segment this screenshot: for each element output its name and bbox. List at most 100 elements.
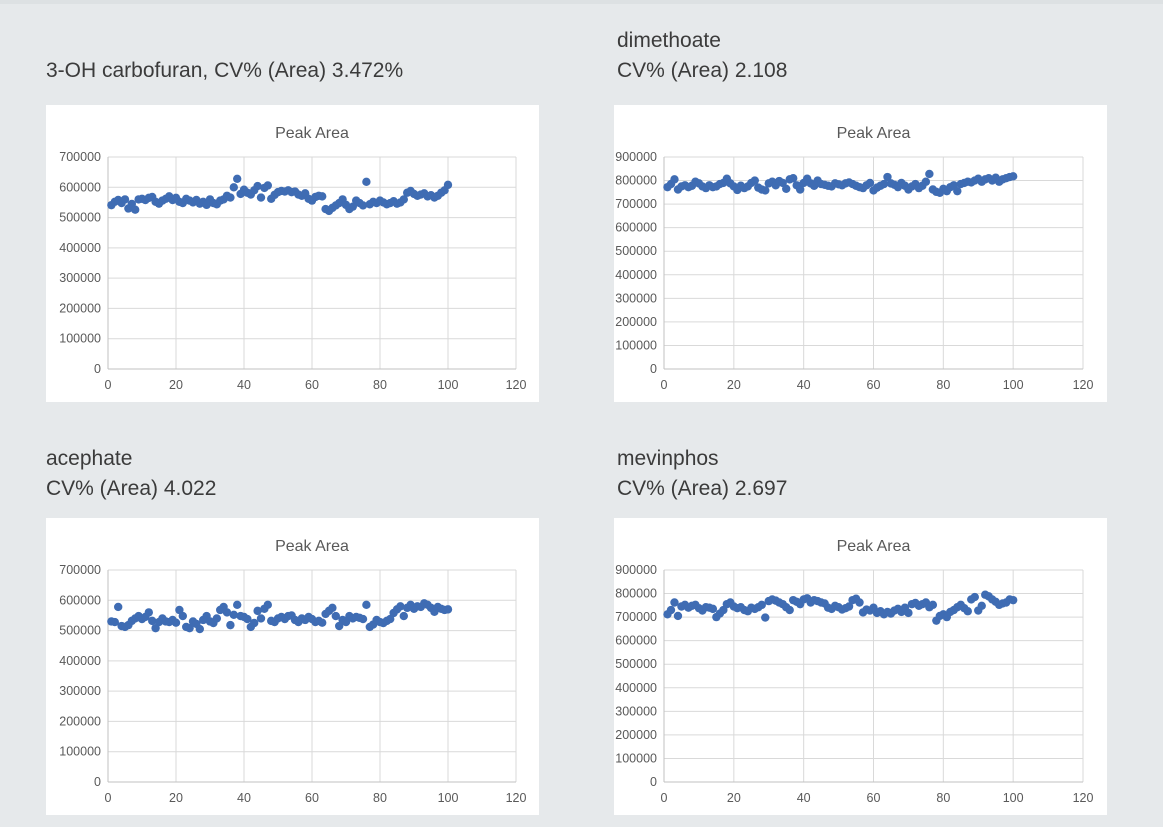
chart-header-line: acephate — [46, 447, 133, 470]
svg-text:40: 40 — [237, 378, 251, 392]
axis-tick-labels: 0 100000 200000 300000 400000 500000 600000 700… — [615, 150, 1093, 392]
svg-text:300000: 300000 — [615, 704, 657, 718]
scatter-chart-mevinphos: 0 100000 200000 300000 400000 500000 600000 700… — [615, 538, 1093, 805]
svg-text:200000: 200000 — [59, 714, 101, 728]
axis-tick-labels: 0 100000 200000 300000 400000 500000 600000 700… — [59, 563, 526, 805]
gridlines — [108, 569, 517, 783]
svg-text:100000: 100000 — [615, 751, 657, 765]
svg-text:400000: 400000 — [59, 654, 101, 668]
chart-header-dimethoate: dimethoate CV% (Area) 2.108 — [617, 26, 787, 86]
svg-text:60: 60 — [305, 378, 319, 392]
svg-text:600000: 600000 — [59, 180, 101, 194]
svg-text:500000: 500000 — [59, 211, 101, 225]
chart-header-3oh-carbofuran: 3-OH carbofuran, CV% (Area) 3.472% — [46, 56, 403, 86]
svg-text:700000: 700000 — [615, 197, 657, 211]
chart-panel-3oh-carbofuran: 0 100000 200000 300000 400000 500000 600000 700… — [46, 105, 539, 402]
chart-panel-acephate: 0 100000 200000 300000 400000 500000 600000 700… — [46, 518, 539, 815]
svg-text:100000: 100000 — [615, 338, 657, 352]
axis-tick-labels: 0 100000 200000 300000 400000 500000 600000 700… — [59, 150, 526, 392]
chart-title: Peak Area — [275, 125, 349, 142]
axis-lines — [107, 570, 516, 783]
svg-text:80: 80 — [936, 378, 950, 392]
svg-text:20: 20 — [727, 378, 741, 392]
axis-lines — [663, 570, 1083, 783]
svg-text:700000: 700000 — [59, 150, 101, 164]
chart-title: Peak Area — [837, 125, 911, 142]
chart-panel-mevinphos: 0 100000 200000 300000 400000 500000 600000 700… — [614, 518, 1107, 815]
data-points — [663, 169, 1018, 198]
svg-text:200000: 200000 — [615, 315, 657, 329]
svg-text:500000: 500000 — [59, 624, 101, 638]
svg-text:600000: 600000 — [615, 634, 657, 648]
axis-tick-labels: 0 100000 200000 300000 400000 500000 600000 700… — [615, 563, 1093, 805]
svg-text:400000: 400000 — [615, 681, 657, 695]
svg-text:500000: 500000 — [615, 657, 657, 671]
svg-text:80: 80 — [373, 378, 387, 392]
svg-text:200000: 200000 — [615, 728, 657, 742]
svg-text:800000: 800000 — [615, 587, 657, 601]
svg-text:500000: 500000 — [615, 244, 657, 258]
svg-text:400000: 400000 — [59, 241, 101, 255]
svg-text:20: 20 — [169, 791, 183, 805]
data-points — [107, 174, 453, 216]
gridlines — [108, 156, 517, 370]
svg-text:300000: 300000 — [59, 684, 101, 698]
data-points — [663, 590, 1018, 625]
svg-text:600000: 600000 — [59, 593, 101, 607]
chart-header-line: dimethoate — [617, 29, 721, 52]
scatter-chart-3oh-carbofuran: 0 100000 200000 300000 400000 500000 600000 700… — [59, 125, 526, 392]
svg-text:900000: 900000 — [615, 563, 657, 577]
svg-text:40: 40 — [797, 791, 811, 805]
svg-text:100000: 100000 — [59, 332, 101, 346]
data-points — [107, 599, 453, 634]
svg-text:120: 120 — [1073, 378, 1094, 392]
svg-text:0: 0 — [105, 791, 112, 805]
svg-text:0: 0 — [650, 775, 657, 789]
svg-text:0: 0 — [661, 791, 668, 805]
svg-text:60: 60 — [305, 791, 319, 805]
svg-text:80: 80 — [373, 791, 387, 805]
svg-text:100: 100 — [438, 378, 459, 392]
svg-text:80: 80 — [936, 791, 950, 805]
chart-header-mevinphos: mevinphos CV% (Area) 2.697 — [617, 444, 787, 504]
svg-text:60: 60 — [867, 378, 881, 392]
chart-header-line: CV% (Area) 4.022 — [46, 477, 217, 500]
chart-title: Peak Area — [837, 538, 911, 555]
svg-text:300000: 300000 — [59, 271, 101, 285]
svg-text:400000: 400000 — [615, 268, 657, 282]
svg-text:20: 20 — [169, 378, 183, 392]
top-edge-divider — [0, 0, 1163, 4]
chart-header-line: mevinphos — [617, 447, 719, 470]
chart-title: Peak Area — [275, 538, 349, 555]
scatter-chart-acephate: 0 100000 200000 300000 400000 500000 600000 700… — [59, 538, 526, 805]
svg-text:60: 60 — [867, 791, 881, 805]
svg-text:100: 100 — [438, 791, 459, 805]
svg-text:100: 100 — [1003, 378, 1024, 392]
svg-text:0: 0 — [661, 378, 668, 392]
svg-text:900000: 900000 — [615, 150, 657, 164]
svg-text:700000: 700000 — [615, 610, 657, 624]
svg-text:600000: 600000 — [615, 221, 657, 235]
chart-header-line: 3-OH carbofuran, CV% (Area) 3.472% — [46, 59, 404, 82]
svg-text:200000: 200000 — [59, 301, 101, 315]
svg-text:120: 120 — [506, 378, 527, 392]
svg-text:0: 0 — [650, 362, 657, 376]
svg-text:0: 0 — [94, 362, 101, 376]
svg-text:700000: 700000 — [59, 563, 101, 577]
svg-text:20: 20 — [727, 791, 741, 805]
svg-text:800000: 800000 — [615, 174, 657, 188]
chart-header-acephate: acephate CV% (Area) 4.022 — [46, 444, 216, 504]
svg-text:100: 100 — [1003, 791, 1024, 805]
svg-text:40: 40 — [237, 791, 251, 805]
svg-text:100000: 100000 — [59, 745, 101, 759]
axis-lines — [107, 157, 516, 370]
chart-header-line: CV% (Area) 2.108 — [617, 59, 788, 82]
svg-text:120: 120 — [506, 791, 527, 805]
svg-text:300000: 300000 — [615, 291, 657, 305]
chart-header-line: CV% (Area) 2.697 — [617, 477, 788, 500]
svg-text:0: 0 — [94, 775, 101, 789]
chart-panel-dimethoate: 0 100000 200000 300000 400000 500000 600000 700… — [614, 105, 1107, 402]
svg-text:40: 40 — [797, 378, 811, 392]
svg-text:120: 120 — [1073, 791, 1094, 805]
